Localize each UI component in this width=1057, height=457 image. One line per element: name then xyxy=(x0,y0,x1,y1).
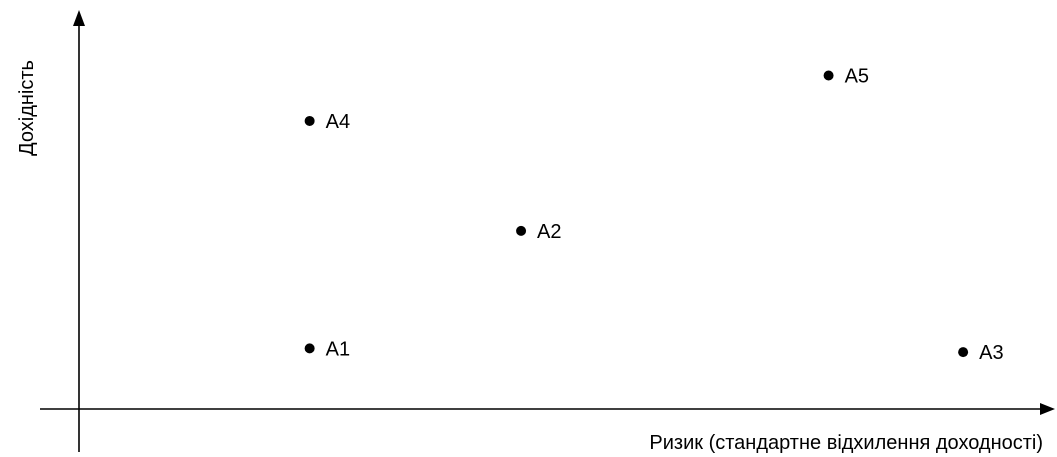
point-marker xyxy=(516,225,527,236)
data-point-a4: A4 xyxy=(304,111,350,133)
y-axis-label: Дохідність xyxy=(16,60,38,156)
point-label: A2 xyxy=(537,221,561,243)
x-axis-label: Ризик (стандартне відхилення доходності) xyxy=(649,432,1043,454)
data-point-a5: A5 xyxy=(823,65,869,87)
axes xyxy=(40,10,1055,452)
data-point-a1: A1 xyxy=(304,338,350,360)
point-label: A4 xyxy=(326,111,350,133)
point-label: A1 xyxy=(326,338,350,360)
point-label: A5 xyxy=(845,65,869,87)
point-marker xyxy=(304,115,315,126)
x-axis-arrow xyxy=(1040,403,1055,415)
y-axis-arrow xyxy=(73,10,85,26)
data-point-a3: A3 xyxy=(958,342,1004,364)
data-points: A1 A2 A3 A4 A5 xyxy=(304,65,1004,364)
point-marker xyxy=(304,343,315,354)
point-marker xyxy=(958,347,969,358)
point-marker xyxy=(823,70,834,81)
point-label: A3 xyxy=(979,342,1003,364)
data-point-a2: A2 xyxy=(516,221,562,243)
